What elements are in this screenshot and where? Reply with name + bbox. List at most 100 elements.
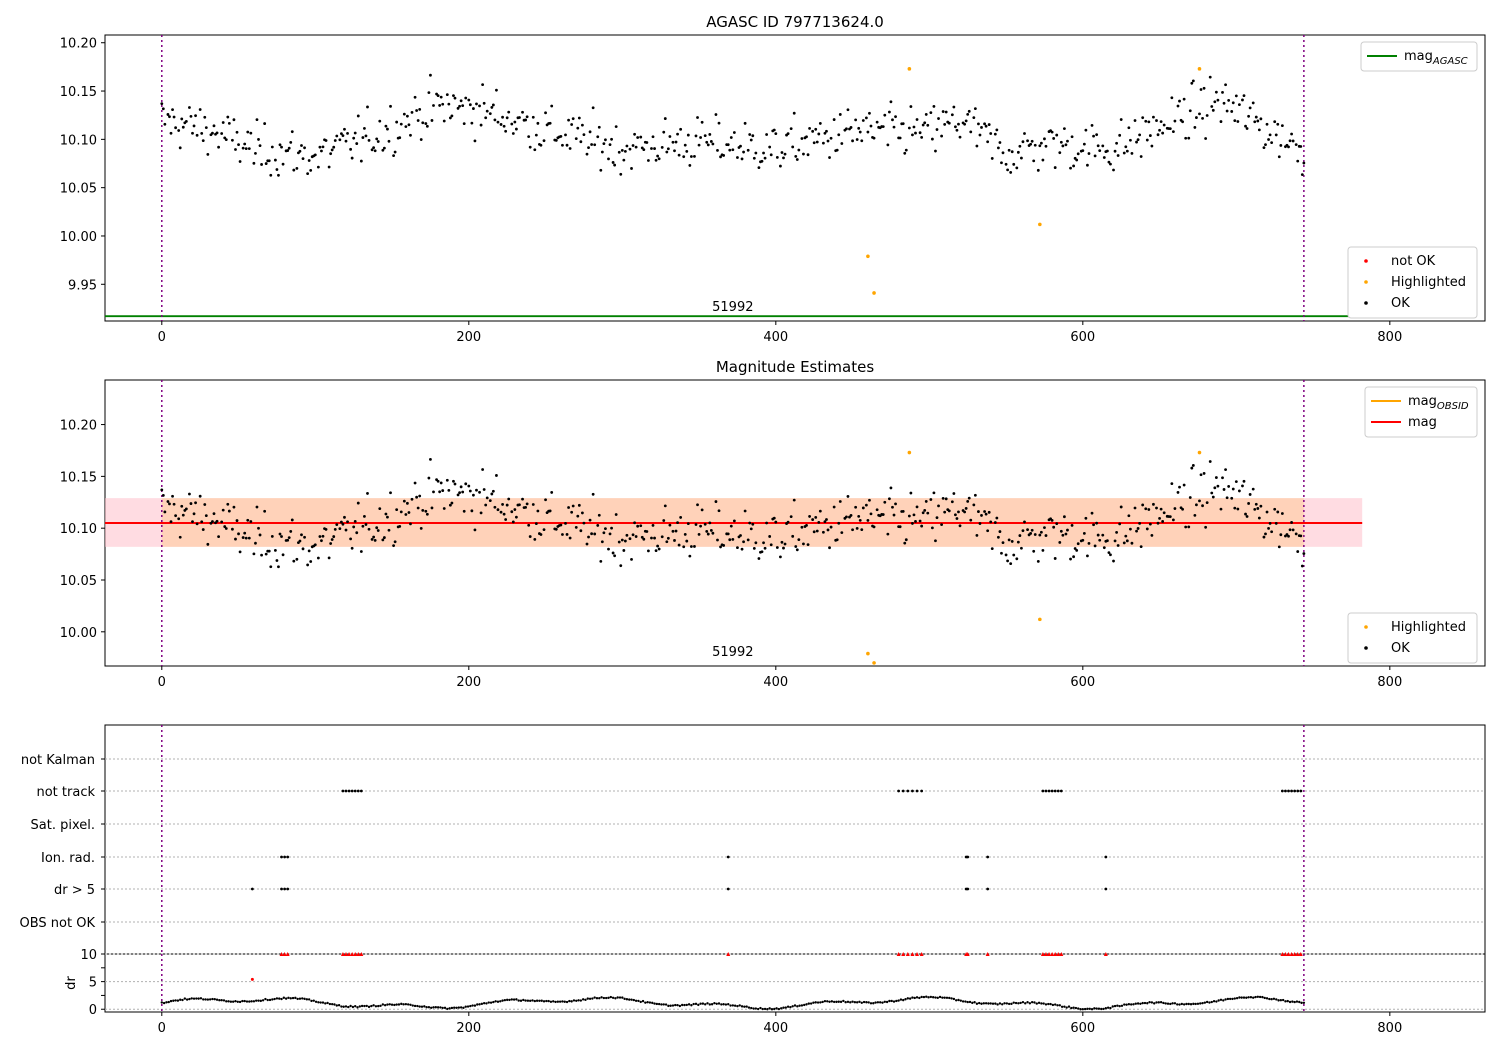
dr-point [966, 1000, 969, 1004]
ok-point [937, 117, 940, 120]
ok-point [1052, 137, 1056, 140]
ok-point [289, 140, 293, 144]
ok-point [940, 523, 943, 527]
ok-point [1059, 140, 1063, 144]
ok-point [246, 518, 250, 522]
legend-swatch [1364, 646, 1368, 650]
x-tick-label: 800 [1377, 330, 1402, 345]
legend-box [1364, 386, 1478, 438]
dr-point [1242, 996, 1246, 999]
dr-point [1162, 1001, 1165, 1005]
ok-point [215, 519, 219, 523]
dr-point [192, 997, 196, 1000]
ok-point [491, 489, 495, 493]
ok-point [729, 524, 733, 528]
ok-point [1259, 504, 1263, 508]
ok-point [1023, 132, 1026, 135]
ok-point [544, 111, 547, 115]
dr-point [284, 997, 288, 1000]
flag-point [280, 887, 283, 891]
ok-point [1072, 164, 1076, 168]
ok-point [539, 143, 543, 147]
dr-point [1254, 995, 1257, 999]
ok-point [1193, 513, 1197, 517]
ok-point [619, 172, 623, 176]
ok-point [548, 509, 552, 513]
dr-point [1150, 1001, 1154, 1004]
dr-point [162, 1001, 166, 1005]
ok-point [898, 525, 902, 529]
ok-point [163, 510, 167, 514]
ok-point [160, 102, 164, 106]
ok-point [617, 540, 621, 544]
ok-point [868, 111, 871, 115]
ok-point [1208, 75, 1212, 79]
ok-point [247, 536, 251, 540]
ok-point [924, 113, 928, 116]
ok-point [620, 538, 624, 542]
dr-point [1187, 1002, 1190, 1006]
ok-point [617, 150, 621, 154]
ok-point [915, 505, 919, 509]
dr-capped-point [905, 952, 910, 956]
dr-point [1293, 1000, 1296, 1004]
dr-point [715, 1002, 718, 1005]
ok-point [267, 549, 271, 553]
ok-point [252, 552, 256, 556]
dr-point [1148, 1000, 1151, 1004]
ok-point [794, 155, 798, 158]
ok-point [292, 559, 296, 563]
ok-point [510, 122, 514, 126]
ok-point [1136, 527, 1140, 530]
ok-point [1145, 527, 1149, 531]
ok-point [513, 508, 517, 511]
dr-point [1219, 998, 1223, 1001]
ok-point [1268, 133, 1272, 137]
dr-point [906, 997, 910, 1000]
dr-point [243, 999, 246, 1003]
ok-point [234, 148, 237, 151]
ok-point [564, 133, 567, 137]
dr-capped-point [1292, 952, 1297, 956]
x-tick-label: 400 [763, 675, 788, 690]
ok-point [818, 122, 822, 125]
ok-point [484, 503, 488, 507]
ok-point [217, 145, 220, 149]
dr-point [305, 998, 309, 1001]
ok-point [1274, 133, 1278, 137]
dr-point [683, 1003, 686, 1007]
ok-point [364, 523, 368, 526]
dr-point [441, 1006, 444, 1010]
dr-point [766, 1008, 769, 1011]
ok-point [599, 559, 603, 563]
dr-point [984, 1002, 988, 1005]
dr-point [961, 1000, 965, 1003]
ok-point [1176, 491, 1180, 494]
flag-point [1047, 789, 1051, 793]
ok-point [806, 543, 810, 547]
ok-point [525, 502, 529, 506]
dr-point [434, 1006, 438, 1009]
dr-point [1261, 995, 1264, 999]
ok-point [195, 522, 199, 526]
ok-point [722, 544, 726, 547]
ok-point [752, 547, 756, 550]
ok-point [350, 546, 354, 550]
x-tick-label: 800 [1377, 675, 1402, 690]
ok-point [984, 512, 988, 516]
dr-point [330, 1002, 334, 1006]
dr-point [215, 998, 219, 1001]
dr-point [1185, 1002, 1188, 1006]
dr-point [814, 1001, 817, 1004]
dr-point [517, 999, 520, 1002]
y-tick-label: 10.15 [60, 85, 97, 100]
ok-point [461, 490, 465, 494]
ok-point [292, 168, 296, 172]
dr-point [849, 1001, 852, 1004]
ok-point [507, 497, 511, 501]
ok-point [980, 126, 983, 129]
dr-point [925, 995, 928, 998]
ok-point [1188, 109, 1192, 113]
ok-point [1300, 173, 1304, 176]
